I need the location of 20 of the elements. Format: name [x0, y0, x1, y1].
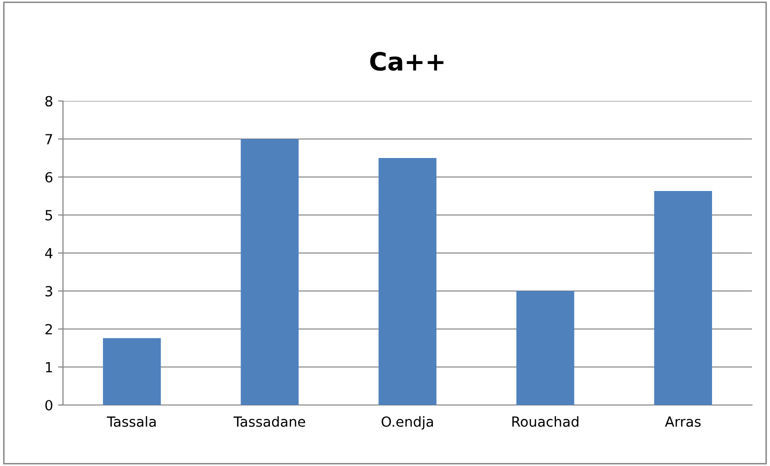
y-tick-label: 4 [45, 248, 52, 258]
y-tick-label: 6 [45, 172, 52, 182]
bar [240, 139, 299, 405]
chart-title: Ca++ [370, 52, 444, 71]
x-tick-label: O.endja [382, 416, 433, 430]
x-tick-label: Arras [664, 416, 701, 427]
x-tick-label: Tassala [106, 416, 156, 427]
y-tick-label: 0 [45, 400, 52, 410]
y-tick-label: 8 [45, 96, 52, 106]
bar [654, 191, 712, 405]
bar [378, 158, 436, 405]
bar [516, 291, 574, 405]
x-tick-label: Rouachad [512, 416, 578, 427]
y-tick-label: 5 [46, 210, 52, 220]
y-tick-label: 3 [46, 286, 52, 296]
x-tick-label: Tassadane [233, 416, 306, 427]
y-tick-label: 7 [46, 134, 52, 144]
bar [102, 338, 161, 405]
y-tick-label: 1 [46, 362, 52, 372]
y-tick-label: 2 [45, 324, 52, 334]
